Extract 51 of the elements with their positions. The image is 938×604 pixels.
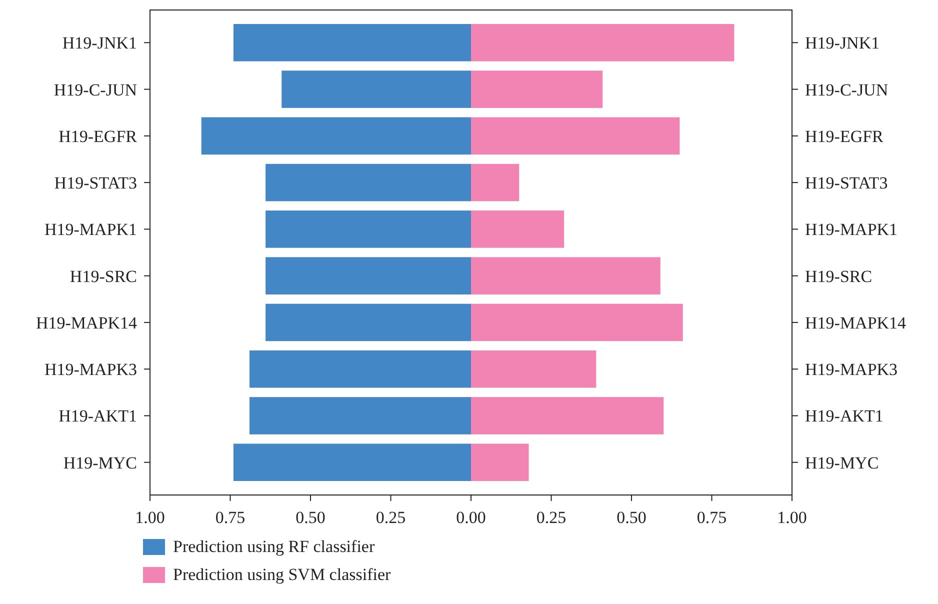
bar bbox=[201, 117, 471, 155]
bar bbox=[471, 117, 680, 155]
x-tick-label: 0.00 bbox=[456, 508, 486, 527]
category-label: H19-SRC bbox=[805, 266, 872, 286]
bar bbox=[250, 350, 471, 388]
category-label: H19-MAPK3 bbox=[805, 360, 898, 380]
x-tick-label: 1.00 bbox=[777, 508, 807, 527]
bar bbox=[282, 70, 471, 108]
category-label: H19-MAPK1 bbox=[805, 220, 898, 240]
category-label: H19-AKT1 bbox=[805, 406, 884, 426]
y-tick-label: H19-C-JUN bbox=[54, 80, 137, 100]
bar bbox=[471, 257, 660, 294]
y-tick-label: H19-MAPK1 bbox=[44, 220, 137, 240]
bar bbox=[266, 164, 471, 202]
bar bbox=[233, 24, 471, 62]
bar bbox=[471, 397, 664, 434]
bar bbox=[471, 70, 603, 108]
y-tick-label: H19-MYC bbox=[63, 453, 137, 472]
y-tick-label: H19-MAPK3 bbox=[44, 360, 137, 380]
x-tick-label: 0.75 bbox=[215, 508, 246, 527]
bar bbox=[471, 304, 683, 342]
bar bbox=[471, 24, 734, 62]
x-tick-label: 1.00 bbox=[135, 508, 165, 527]
legend-label: Prediction using RF classifier bbox=[173, 537, 375, 556]
bar bbox=[266, 210, 471, 248]
x-tick-label: 0.25 bbox=[536, 508, 566, 527]
category-label: H19-C-JUN bbox=[805, 80, 888, 100]
bar bbox=[233, 444, 471, 482]
x-tick-label: 0.25 bbox=[376, 508, 406, 527]
bar bbox=[266, 257, 471, 294]
bar bbox=[266, 304, 471, 342]
category-label: H19-MYC bbox=[805, 453, 879, 472]
x-tick-label: 0.50 bbox=[616, 508, 646, 527]
y-tick-label: H19-SRC bbox=[70, 266, 137, 286]
category-label: H19-EGFR bbox=[805, 126, 884, 146]
y-tick-label: H19-EGFR bbox=[58, 126, 138, 146]
category-label: H19-STAT3 bbox=[805, 174, 888, 193]
y-tick-label: H19-AKT1 bbox=[58, 406, 137, 426]
bar bbox=[250, 397, 471, 434]
y-tick-label: H19-JNK1 bbox=[62, 34, 137, 53]
y-tick-label: H19-MAPK14 bbox=[36, 313, 138, 332]
category-label: H19-MAPK14 bbox=[805, 313, 906, 332]
bar bbox=[471, 444, 529, 482]
legend-label: Prediction using SVM classifier bbox=[173, 565, 392, 584]
x-tick-label: 0.75 bbox=[696, 508, 727, 527]
bar bbox=[471, 350, 596, 388]
bar bbox=[471, 164, 520, 202]
category-label: H19-JNK1 bbox=[805, 34, 880, 53]
y-tick-label: H19-STAT3 bbox=[54, 174, 137, 193]
x-tick-label: 0.50 bbox=[296, 508, 326, 527]
bar bbox=[471, 210, 564, 248]
